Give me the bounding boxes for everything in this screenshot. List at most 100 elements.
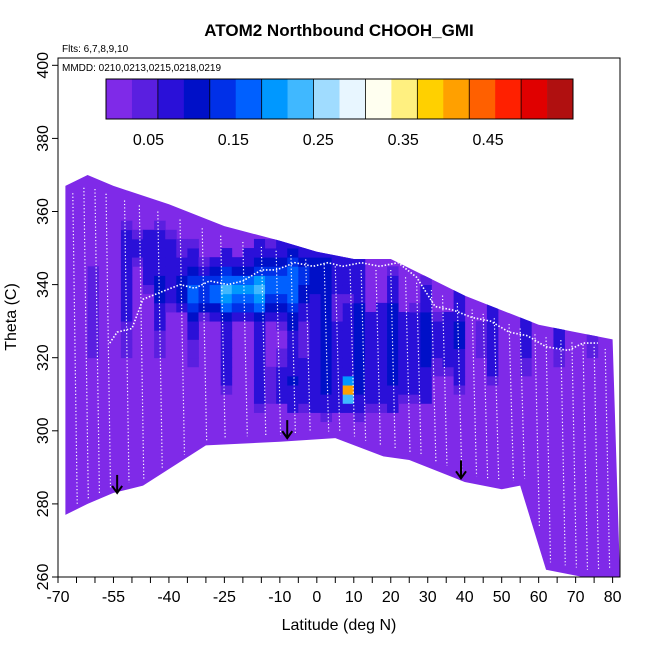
y-tick-label-340: 340: [35, 271, 52, 298]
y-axis-label: Theta (C): [3, 283, 20, 351]
curtain-cell-150: [265, 312, 277, 322]
profile-trace-6: [157, 211, 163, 469]
curtain-cell-113: [231, 302, 244, 313]
curtain-cell-157: [265, 248, 277, 258]
curtain-cell-43: [154, 284, 166, 295]
curtain-cell-429: [520, 330, 532, 340]
curtain-cell-229: [309, 266, 321, 276]
curtain-cell-110: [220, 257, 233, 267]
curtain-cell-239: [320, 357, 333, 368]
curtain-cell-108: [220, 275, 233, 286]
curtain-cell-183: [287, 330, 299, 340]
curtain-cell-411: [475, 330, 488, 340]
curtain-cell-111: [220, 248, 233, 258]
curtain-cell-154: [265, 275, 277, 286]
curtain-cell-308: [364, 403, 377, 413]
curtain-cell-104: [220, 312, 233, 322]
curtain-cell-349: [398, 375, 410, 386]
curtain-cell-179: [287, 366, 299, 377]
profile-trace-11: [260, 246, 267, 436]
curtain-cell-287: [342, 257, 355, 267]
curtain-cell-77: [187, 275, 199, 286]
curtain-cell-119: [242, 312, 255, 322]
curtain-cell-409: [475, 348, 488, 359]
curtain-cell-149: [265, 366, 277, 377]
curtain-cell-198: [298, 375, 310, 386]
curtain-cell-109: [220, 266, 233, 276]
curtain-cell-246: [320, 293, 333, 304]
curtain-cell-106: [220, 293, 233, 304]
curtain-cell-341: [387, 312, 399, 322]
curtain-cell-365: [409, 321, 421, 331]
curtain-cell-124: [242, 266, 255, 276]
curtain-cell-310: [364, 385, 377, 395]
curtain-cell-84: [198, 293, 210, 304]
curtain-cell-283: [342, 293, 355, 304]
curtain-cell-425: [520, 366, 532, 377]
curtain-cell-431: [520, 312, 532, 322]
curtain-cell-268: [331, 266, 344, 276]
curtain-cell-130: [253, 375, 266, 386]
curtain-cell-344: [387, 284, 399, 295]
curtain-cell-116: [231, 275, 244, 286]
curtain-cell-380: [420, 284, 432, 295]
colorbar-swatch-13: [443, 79, 470, 119]
curtain-cell-386: [431, 330, 443, 340]
curtain-cell-50: [154, 220, 166, 231]
y-tick-label-280: 280: [35, 490, 52, 517]
curtain-cell-217: [309, 375, 321, 386]
profile-trace-5: [138, 205, 145, 480]
curtain-cell-408: [453, 275, 466, 286]
x-tick-label--25: -25: [213, 589, 236, 606]
colorbar-swatch-10: [365, 79, 392, 119]
curtain-cell-371: [420, 366, 432, 377]
curtain-cell-358: [409, 385, 421, 395]
curtain-cell-249: [320, 266, 333, 276]
curtain-cell-315: [364, 339, 377, 349]
curtain-cell-277: [342, 348, 355, 359]
curtain-cell-55: [165, 266, 177, 276]
curtain-cell-76: [187, 284, 199, 295]
curtain-cell-337: [387, 348, 399, 359]
curtain-cell-364: [409, 330, 421, 340]
curtain-cell-378: [420, 302, 432, 313]
curtain-cell-323: [375, 366, 388, 377]
colorbar-swatch-0: [106, 79, 133, 119]
curtain-cell-146: [265, 394, 277, 404]
x-tick-label-0: 0: [312, 589, 321, 606]
curtain-cell-125: [242, 257, 255, 267]
curtain-cell-297: [353, 339, 366, 349]
curtain-cell-351: [398, 357, 410, 368]
curtain-cell-420: [486, 312, 499, 322]
curtain-cell-28: [131, 229, 144, 240]
curtain-cell-293: [353, 375, 366, 386]
curtain-cell-370: [420, 375, 432, 386]
curtain-cell-180: [287, 357, 299, 368]
curtain-cell-361: [409, 357, 421, 368]
curtain-cell-33: [143, 248, 155, 258]
x-tick-label-30: 30: [419, 589, 437, 606]
curtain-cell-418: [486, 330, 499, 340]
x-axis-label: Latitude (deg N): [282, 617, 397, 634]
curtain-cell-397: [453, 375, 466, 386]
colorbar-tick-label-0: 0.05: [133, 132, 164, 149]
curtain-cell-97: [220, 375, 233, 386]
curtain-cell-13: [120, 321, 133, 331]
curtain-cell-136: [253, 321, 266, 331]
curtain-cell-5: [87, 302, 100, 313]
curtain-cell-257: [331, 366, 344, 377]
curtain-cell-34: [143, 238, 155, 249]
curtain-cell-274: [342, 375, 355, 386]
curtain-cell-122: [242, 284, 255, 295]
curtain-cell-238: [320, 366, 333, 377]
curtain-cell-442: [553, 293, 565, 304]
colorbar-swatch-4: [209, 79, 237, 119]
curtain-cell-368: [420, 394, 432, 404]
curtain-cell-311: [364, 375, 377, 386]
y-tick-label-320: 320: [35, 344, 52, 371]
curtain-cell-216: [309, 385, 321, 395]
curtain-cell-342: [387, 302, 399, 313]
curtain-cell-24: [120, 220, 133, 231]
curtain-cell-51: [165, 302, 177, 313]
x-tick-label-60: 60: [530, 589, 548, 606]
